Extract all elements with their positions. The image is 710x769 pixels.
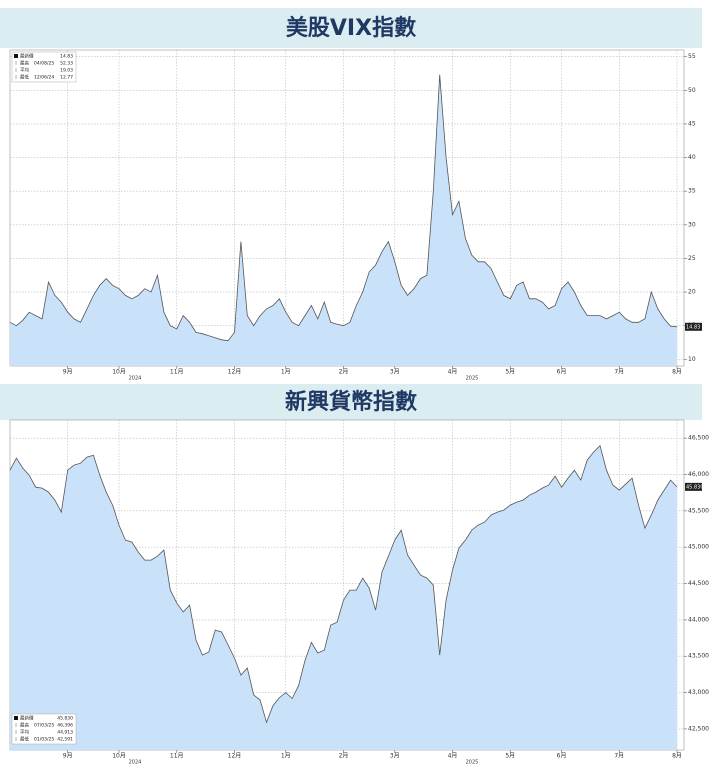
legend-label: 最低 xyxy=(20,736,29,743)
last-value-box xyxy=(685,482,702,491)
legend-date: 04/08/25 xyxy=(34,61,54,67)
legend-box xyxy=(11,713,77,745)
y-tick-label: 46,500 xyxy=(688,435,709,442)
last-value-label: 45.830 xyxy=(686,484,704,490)
line xyxy=(9,444,678,724)
legend-label: 最新價 xyxy=(20,53,34,60)
x-tick-label: 12月 xyxy=(228,369,242,376)
legend-icon xyxy=(14,716,18,720)
x-tick-label: 7月 xyxy=(614,369,624,376)
year-label: 2024 xyxy=(129,376,142,382)
year-label: 2025 xyxy=(466,760,479,766)
legend-value: 45.830 xyxy=(57,716,73,722)
x-tick-label: 11月 xyxy=(170,369,184,376)
y-tick-label: 44,000 xyxy=(688,616,709,623)
y-tick-label: 40 xyxy=(688,154,696,161)
y-tick-label: 35 xyxy=(688,188,696,195)
legend-value: 14.83 xyxy=(60,54,73,60)
area xyxy=(10,74,677,366)
x-tick-label: 2月 xyxy=(339,369,349,376)
title-bar xyxy=(0,384,702,420)
x-tick-label: 2月 xyxy=(339,753,349,760)
x-tick-label: 12月 xyxy=(228,753,242,760)
y-tick-label: 20 xyxy=(688,289,696,296)
y-tick-label: 50 xyxy=(688,87,696,94)
chart-title: 美股VIX指數 xyxy=(286,15,416,41)
x-tick-label: 1月 xyxy=(281,753,291,760)
y-tick-label: 46,000 xyxy=(688,471,709,478)
legend-label: 最低 xyxy=(20,74,29,81)
legend-value: 19.03 xyxy=(60,68,73,74)
legend-box xyxy=(11,51,77,83)
y-tick-label: 43,000 xyxy=(688,689,709,696)
y-tick-label: 30 xyxy=(688,221,696,228)
x-tick-label: 5月 xyxy=(505,753,515,760)
x-tick-label: 10月 xyxy=(112,369,126,376)
year-label: 2025 xyxy=(466,376,479,382)
x-tick-label: 3月 xyxy=(390,369,400,376)
x-tick-label: 6月 xyxy=(557,369,567,376)
x-tick-label: 10月 xyxy=(112,753,126,760)
line xyxy=(9,74,678,342)
y-tick-label: 44,500 xyxy=(688,580,709,587)
chart-title: 新興貨幣指數 xyxy=(285,389,417,415)
x-tick-label: 8月 xyxy=(672,753,682,760)
last-value-box xyxy=(685,322,702,331)
area xyxy=(10,445,677,750)
y-tick-label: 42,500 xyxy=(688,725,709,732)
y-tick-label: 55 xyxy=(688,53,696,60)
x-tick-label: 3月 xyxy=(390,753,400,760)
y-tick-label: 43,500 xyxy=(688,653,709,660)
legend-label: 最新價 xyxy=(20,715,34,722)
legend-value: 44,913 xyxy=(57,730,73,736)
y-tick-label: 45,000 xyxy=(688,544,709,551)
legend-date: 01/03/25 xyxy=(34,737,54,743)
legend-value: 42,591 xyxy=(57,737,73,743)
x-tick-label: 9月 xyxy=(63,369,73,376)
legend-value: 12.77 xyxy=(60,75,73,81)
x-tick-label: 1月 xyxy=(281,369,291,376)
legend-value: 46,396 xyxy=(57,723,73,729)
x-tick-label: 4月 xyxy=(448,753,458,760)
x-tick-label: 6月 xyxy=(557,753,567,760)
y-tick-label: 10 xyxy=(688,356,696,363)
y-tick-label: 45,500 xyxy=(688,507,709,514)
last-value-label: 14.83 xyxy=(686,324,700,330)
x-tick-label: 8月 xyxy=(672,369,682,376)
title-bar xyxy=(0,8,702,48)
x-tick-label: 4月 xyxy=(448,369,458,376)
x-tick-label: 9月 xyxy=(63,753,73,760)
legend-label: 平均 xyxy=(20,729,29,736)
legend-label: 最高 xyxy=(20,60,29,67)
legend-label: 平均 xyxy=(20,67,29,74)
legend-icon xyxy=(14,54,18,58)
legend-date: 07/03/25 xyxy=(34,723,54,729)
legend-value: 52.33 xyxy=(60,61,73,67)
x-tick-label: 7月 xyxy=(614,753,624,760)
y-tick-label: 25 xyxy=(688,255,696,262)
y-tick-label: 45 xyxy=(688,120,696,127)
legend-label: 最高 xyxy=(20,722,29,729)
x-tick-label: 11月 xyxy=(170,753,184,760)
legend-date: 12/06/24 xyxy=(34,75,54,81)
x-tick-label: 5月 xyxy=(505,369,515,376)
year-label: 2024 xyxy=(129,760,142,766)
